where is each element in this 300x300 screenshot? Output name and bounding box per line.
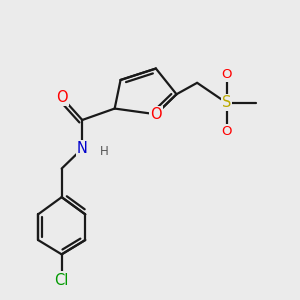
Text: O: O [221,68,232,81]
Text: H: H [100,145,109,158]
Text: O: O [150,107,162,122]
Text: N: N [77,141,88,156]
Text: S: S [222,95,231,110]
Text: O: O [221,125,232,138]
Text: O: O [56,90,68,105]
Text: Cl: Cl [55,273,69,288]
